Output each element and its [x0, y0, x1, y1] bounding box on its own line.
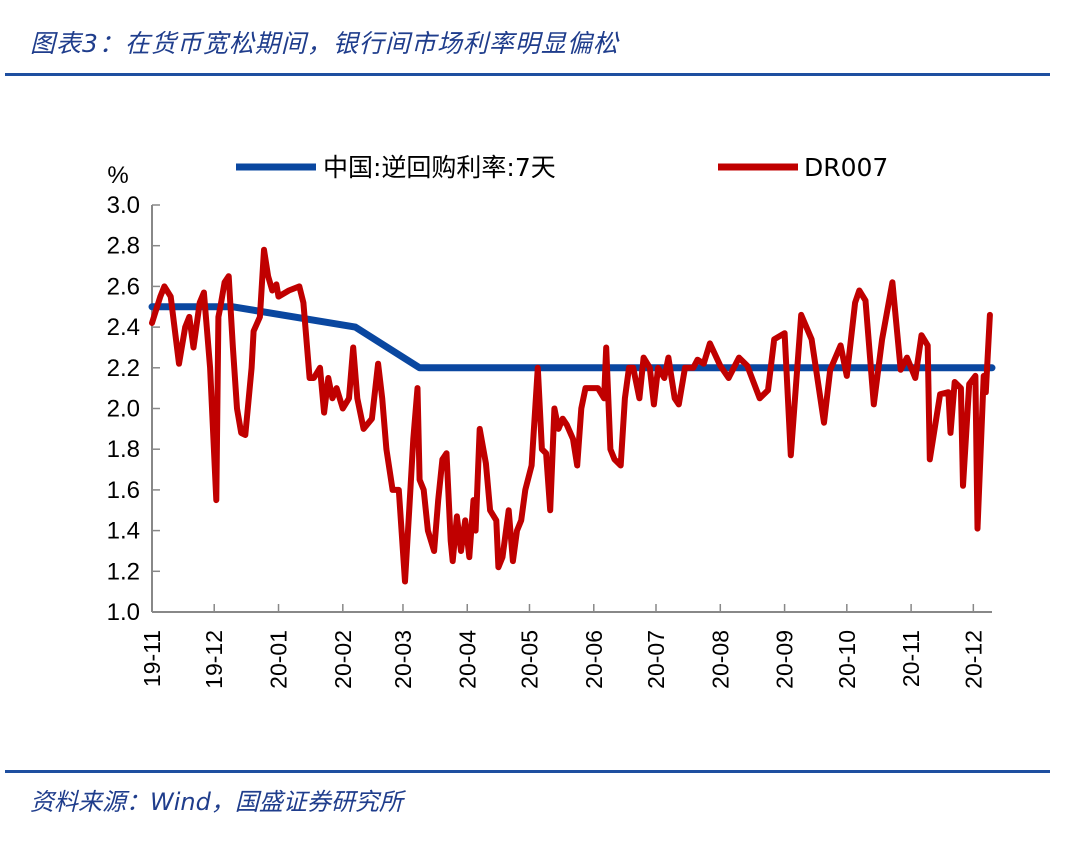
x-tick-label: 20-09 [772, 630, 798, 689]
legend-label-repo: 中国:逆回购利率:7天 [323, 153, 556, 182]
x-tick-label: 20-04 [454, 630, 480, 689]
y-tick-label: 2.6 [107, 273, 140, 300]
y-axis-unit: % [107, 162, 128, 189]
y-tick-label: 1.4 [107, 518, 140, 545]
y-tick-label: 1.0 [107, 599, 140, 626]
x-tick-label: 19-12 [201, 630, 227, 689]
x-tick-label: 20-12 [960, 630, 986, 689]
y-tick-label: 2.8 [107, 233, 140, 260]
figure-title: 图表3：在货币宽松期间，银行间市场利率明显偏松 [30, 29, 619, 58]
x-tick-label: 20-05 [516, 630, 542, 689]
y-tick-label: 1.6 [107, 477, 140, 504]
x-tick-label: 20-01 [266, 630, 292, 689]
x-tick-label: 20-07 [643, 630, 669, 689]
bottom-divider [5, 770, 1050, 773]
y-tick-label: 1.8 [107, 436, 140, 463]
x-tick-label: 20-08 [707, 630, 733, 689]
source-note: 资料来源：Wind，国盛证券研究所 [30, 788, 403, 816]
x-tick-label: 20-02 [330, 630, 356, 689]
legend: 中国:逆回购利率:7天 DR007 [236, 153, 888, 182]
top-divider [5, 73, 1050, 76]
y-tick-label: 1.2 [107, 558, 140, 585]
x-tick-label: 20-10 [834, 630, 860, 689]
x-tick-label: 20-11 [898, 630, 924, 687]
x-tick-label: 20-06 [581, 630, 607, 689]
y-tick-label: 2.2 [107, 355, 140, 382]
y-tick-label: 2.4 [107, 314, 140, 341]
x-tick-label: 19-11 [139, 630, 165, 687]
dr007-line [149, 246, 993, 585]
y-tick-label: 3.0 [107, 192, 140, 219]
y-tick-label: 2.0 [107, 396, 140, 423]
legend-label-dr007: DR007 [804, 153, 888, 182]
x-tick-label: 20-03 [390, 630, 416, 689]
